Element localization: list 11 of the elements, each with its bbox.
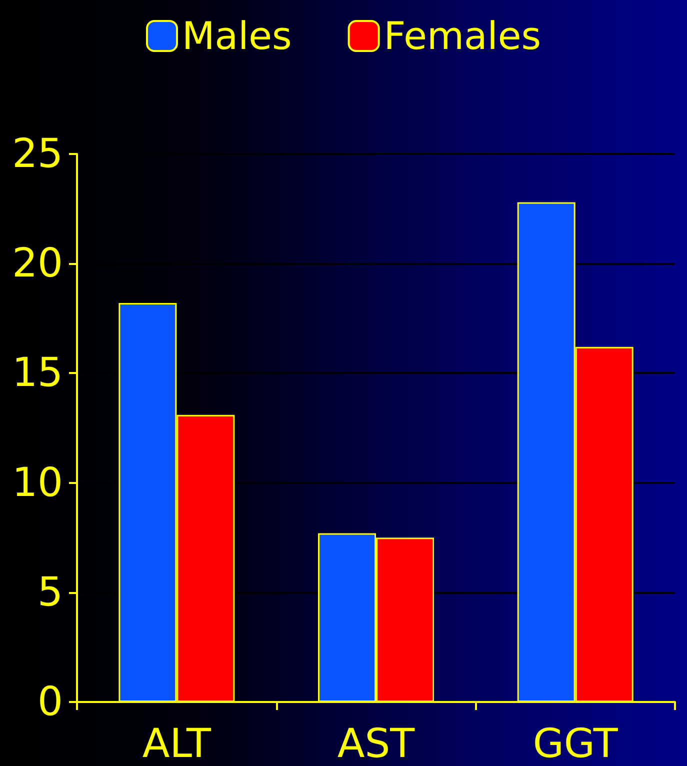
legend-label: Males [182, 14, 292, 58]
y-tick-label: 15 [12, 350, 63, 396]
x-tick-label: GGT [532, 721, 618, 766]
y-tick-label: 10 [12, 460, 63, 506]
y-tick-label: 20 [12, 240, 63, 287]
x-tick-label: AST [337, 721, 416, 766]
legend-label: Females [384, 14, 542, 58]
x-tick-label: ALT [142, 721, 212, 766]
y-tick-label: 25 [12, 131, 63, 177]
y-tick-label: 5 [38, 569, 63, 616]
y-tick-label: 0 [38, 679, 63, 725]
